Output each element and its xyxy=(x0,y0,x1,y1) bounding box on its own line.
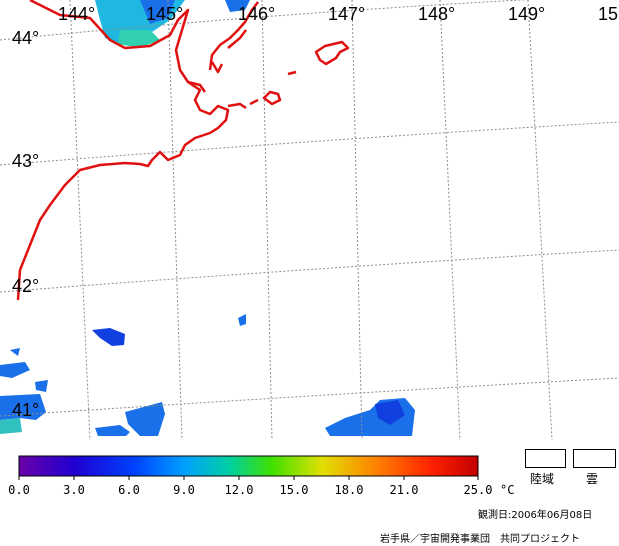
tick-label-6: 6.0 xyxy=(118,483,140,497)
lat-label-42: 42° xyxy=(12,276,39,296)
tick-label-9: 9.0 xyxy=(173,483,195,497)
lon-label-149: 149° xyxy=(508,4,545,24)
tick-label-15: 15.0 xyxy=(280,483,309,497)
colorbar-tick-labels: 0.0 3.0 6.0 9.0 12.0 15.0 18.0 21.0 25.0… xyxy=(8,483,514,497)
sst-data-bottom xyxy=(0,314,415,436)
sst-data-top xyxy=(95,0,250,48)
cloud-legend-label: 雲 xyxy=(586,472,599,486)
lat-label-43: 43° xyxy=(12,151,39,171)
tick-label-3: 3.0 xyxy=(63,483,85,497)
cloud-legend-swatch xyxy=(573,449,616,468)
observation-date: 観測日:2006年06月08日 xyxy=(478,510,593,521)
tick-label-18: 18.0 xyxy=(335,483,364,497)
graticule xyxy=(0,0,619,440)
colorbar-ticks xyxy=(18,476,479,480)
lon-label-150: 15 xyxy=(598,4,618,24)
lon-label-147: 147° xyxy=(328,4,365,24)
coastline xyxy=(16,0,350,301)
project-credit: 岩手県／宇宙開発事業団 共同プロジェクト xyxy=(380,534,580,545)
lon-label-146: 146° xyxy=(238,4,275,24)
tick-label-12: 12.0 xyxy=(225,483,254,497)
lat-label-41: 41° xyxy=(12,400,39,420)
tick-label-0: 0.0 xyxy=(8,483,30,497)
tick-label-25: 25.0 xyxy=(464,483,493,497)
temperature-colorbar: 0.0 3.0 6.0 9.0 12.0 15.0 18.0 21.0 25.0… xyxy=(8,455,514,497)
lon-label-145: 145° xyxy=(146,4,183,24)
colorbar-unit: °C xyxy=(500,483,514,497)
lat-label-44: 44° xyxy=(12,28,39,48)
lon-label-144: 144° xyxy=(58,4,95,24)
longitude-labels: 144° 145° 146° 147° 148° 149° 15 xyxy=(58,4,618,24)
latitude-labels: 44° 43° 42° 41° xyxy=(12,28,39,420)
land-legend-label: 陸域 xyxy=(530,472,555,486)
land-legend-swatch xyxy=(525,449,566,468)
colorbar-gradient xyxy=(18,455,479,477)
lon-label-148: 148° xyxy=(418,4,455,24)
tick-label-21: 21.0 xyxy=(390,483,419,497)
sea-surface-temperature-map: 144° 145° 146° 147° 148° 149° 15 44° 43°… xyxy=(0,0,619,440)
